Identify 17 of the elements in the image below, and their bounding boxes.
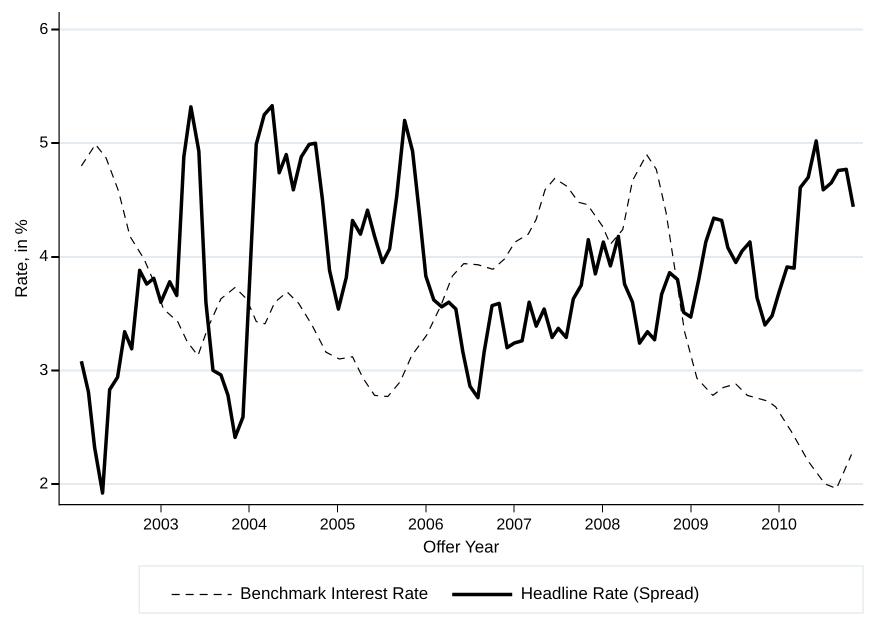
y-tick-label: 5: [39, 134, 48, 152]
x-tick-label: 2005: [320, 516, 356, 534]
x-tick-label: 2009: [672, 516, 709, 534]
y-tick-label: 2: [39, 475, 48, 492]
x-tick-label: 2004: [231, 516, 268, 534]
x-tick-label: 2008: [584, 516, 620, 534]
y-tick-label: 3: [39, 362, 48, 379]
x-tick-label: 2010: [761, 516, 797, 534]
legend-label: Headline Rate (Spread): [520, 584, 700, 604]
y-tick-label: 4: [39, 248, 48, 266]
legend-label: Benchmark Interest Rate: [240, 584, 428, 604]
x-axis-title: Offer Year: [423, 537, 500, 556]
y-tick-label: 6: [39, 21, 48, 38]
x-tick-label: 2003: [143, 516, 179, 534]
x-tick-label: 2006: [408, 516, 444, 534]
x-tick-label: 2007: [496, 516, 532, 534]
y-axis-title: Rate, in %: [12, 219, 31, 298]
